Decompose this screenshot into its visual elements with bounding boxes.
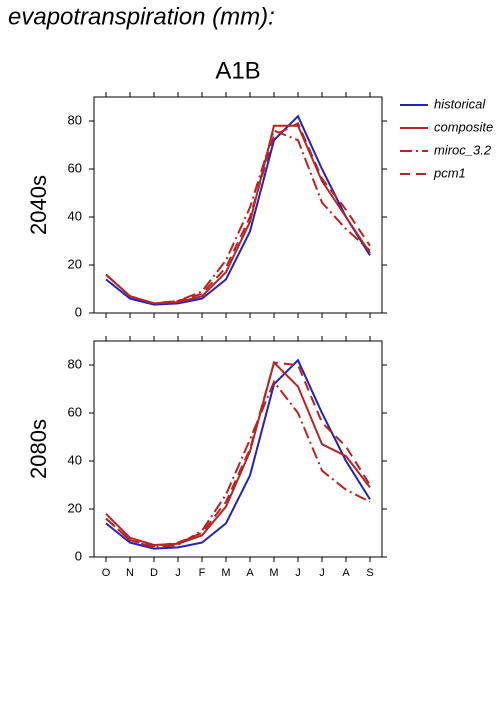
y-tick-label: 60 xyxy=(68,404,82,419)
y-tick-label: 60 xyxy=(68,160,82,175)
y-tick-label: 20 xyxy=(68,500,82,515)
y-tick-label: 40 xyxy=(68,452,82,467)
series-line xyxy=(105,361,371,548)
series-line xyxy=(105,379,371,549)
plot-frame xyxy=(93,96,383,314)
series-line xyxy=(105,122,371,305)
x-tick-label: M xyxy=(221,567,230,579)
x-tick-label: A xyxy=(246,567,254,579)
series-line xyxy=(105,358,371,550)
series-line xyxy=(105,360,371,547)
x-tick-label: A xyxy=(342,567,350,579)
plot-frame xyxy=(93,340,383,558)
x-tick-label: F xyxy=(199,567,206,579)
x-tick-label: M xyxy=(269,567,278,579)
x-tick-label: O xyxy=(102,567,111,579)
x-tick-label: J xyxy=(295,567,301,579)
x-tick-label: J xyxy=(175,567,181,579)
y-axis-label: 2080s xyxy=(26,419,51,479)
series-line xyxy=(105,114,371,306)
legend-label: miroc_3.2 xyxy=(434,142,492,157)
y-tick-label: 0 xyxy=(75,548,82,563)
x-tick-label: N xyxy=(126,567,134,579)
y-tick-label: 40 xyxy=(68,208,82,223)
series-line xyxy=(105,129,371,305)
legend-label: historical xyxy=(434,96,486,111)
x-tick-label: D xyxy=(150,567,158,579)
y-tick-label: 0 xyxy=(75,304,82,319)
series-line xyxy=(105,124,371,305)
page-title: evapotranspiration (mm): xyxy=(8,3,275,30)
legend-label: pcm1 xyxy=(433,165,466,180)
y-tick-label: 80 xyxy=(68,356,82,371)
y-tick-label: 20 xyxy=(68,256,82,271)
x-tick-label: J xyxy=(319,567,325,579)
y-axis-label: 2040s xyxy=(26,175,51,235)
panel-title: A1B xyxy=(215,57,260,84)
legend-label: composite xyxy=(434,119,493,134)
y-tick-label: 80 xyxy=(68,112,82,127)
x-tick-label: S xyxy=(366,567,373,579)
